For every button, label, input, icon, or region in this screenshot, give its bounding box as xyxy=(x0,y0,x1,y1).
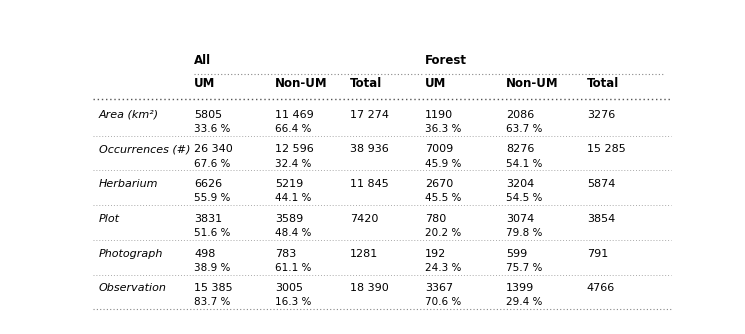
Text: 18 390: 18 390 xyxy=(350,283,389,293)
Text: 791: 791 xyxy=(587,248,608,259)
Text: 15 285: 15 285 xyxy=(587,144,626,154)
Text: 48.4 %: 48.4 % xyxy=(275,228,311,238)
Text: 29.4 %: 29.4 % xyxy=(506,297,542,307)
Text: Photograph: Photograph xyxy=(99,248,163,259)
Text: 38 936: 38 936 xyxy=(350,144,389,154)
Text: 67.6 %: 67.6 % xyxy=(194,159,230,169)
Text: 498: 498 xyxy=(194,248,215,259)
Text: 3074: 3074 xyxy=(506,214,534,224)
Text: 192: 192 xyxy=(425,248,446,259)
Text: 17 274: 17 274 xyxy=(350,110,389,120)
Text: 8276: 8276 xyxy=(506,144,534,154)
Text: 45.5 %: 45.5 % xyxy=(425,193,461,203)
Text: 1399: 1399 xyxy=(506,283,534,293)
Text: 55.9 %: 55.9 % xyxy=(194,193,230,203)
Text: 7009: 7009 xyxy=(425,144,454,154)
Text: 24.3 %: 24.3 % xyxy=(425,263,461,273)
Text: 15 385: 15 385 xyxy=(194,283,232,293)
Text: 54.5 %: 54.5 % xyxy=(506,193,542,203)
Text: Total: Total xyxy=(587,77,619,90)
Text: 5219: 5219 xyxy=(275,179,303,189)
Text: 1190: 1190 xyxy=(425,110,453,120)
Text: Herbarium: Herbarium xyxy=(99,179,159,189)
Text: 599: 599 xyxy=(506,248,527,259)
Text: 1281: 1281 xyxy=(350,248,378,259)
Text: 3831: 3831 xyxy=(194,214,222,224)
Text: Area (km²): Area (km²) xyxy=(99,110,159,120)
Text: 83.7 %: 83.7 % xyxy=(194,297,230,307)
Text: Observation: Observation xyxy=(99,283,167,293)
Text: 45.9 %: 45.9 % xyxy=(425,159,461,169)
Text: 16.3 %: 16.3 % xyxy=(275,297,311,307)
Text: UM: UM xyxy=(194,77,215,90)
Text: 61.1 %: 61.1 % xyxy=(275,263,311,273)
Text: Plot: Plot xyxy=(99,214,120,224)
Text: 6626: 6626 xyxy=(194,179,222,189)
Text: 38.9 %: 38.9 % xyxy=(194,263,230,273)
Text: 3589: 3589 xyxy=(275,214,303,224)
Text: Non-UM: Non-UM xyxy=(506,77,559,90)
Text: 11 469: 11 469 xyxy=(275,110,314,120)
Text: 66.4 %: 66.4 % xyxy=(275,124,311,134)
Text: Non-UM: Non-UM xyxy=(275,77,328,90)
Text: 5874: 5874 xyxy=(587,179,615,189)
Text: 12 596: 12 596 xyxy=(275,144,314,154)
Text: Forest: Forest xyxy=(425,54,467,67)
Text: 5805: 5805 xyxy=(194,110,222,120)
Text: 783: 783 xyxy=(275,248,297,259)
Text: 3276: 3276 xyxy=(587,110,615,120)
Text: 32.4 %: 32.4 % xyxy=(275,159,311,169)
Text: 2670: 2670 xyxy=(425,179,454,189)
Text: 3005: 3005 xyxy=(275,283,303,293)
Text: 3367: 3367 xyxy=(425,283,453,293)
Text: 51.6 %: 51.6 % xyxy=(194,228,230,238)
Text: 75.7 %: 75.7 % xyxy=(506,263,542,273)
Text: 3854: 3854 xyxy=(587,214,615,224)
Text: 20.2 %: 20.2 % xyxy=(425,228,461,238)
Text: 11 845: 11 845 xyxy=(350,179,389,189)
Text: 780: 780 xyxy=(425,214,446,224)
Text: 44.1 %: 44.1 % xyxy=(275,193,311,203)
Text: 4766: 4766 xyxy=(587,283,615,293)
Text: All: All xyxy=(194,54,212,67)
Text: Occurrences (#): Occurrences (#) xyxy=(99,144,191,154)
Text: 2086: 2086 xyxy=(506,110,534,120)
Text: 54.1 %: 54.1 % xyxy=(506,159,542,169)
Text: 26 340: 26 340 xyxy=(194,144,233,154)
Text: 33.6 %: 33.6 % xyxy=(194,124,230,134)
Text: 36.3 %: 36.3 % xyxy=(425,124,461,134)
Text: UM: UM xyxy=(425,77,446,90)
Text: Total: Total xyxy=(350,77,382,90)
Text: 70.6 %: 70.6 % xyxy=(425,297,461,307)
Text: 79.8 %: 79.8 % xyxy=(506,228,542,238)
Text: 7420: 7420 xyxy=(350,214,378,224)
Text: 3204: 3204 xyxy=(506,179,534,189)
Text: 63.7 %: 63.7 % xyxy=(506,124,542,134)
